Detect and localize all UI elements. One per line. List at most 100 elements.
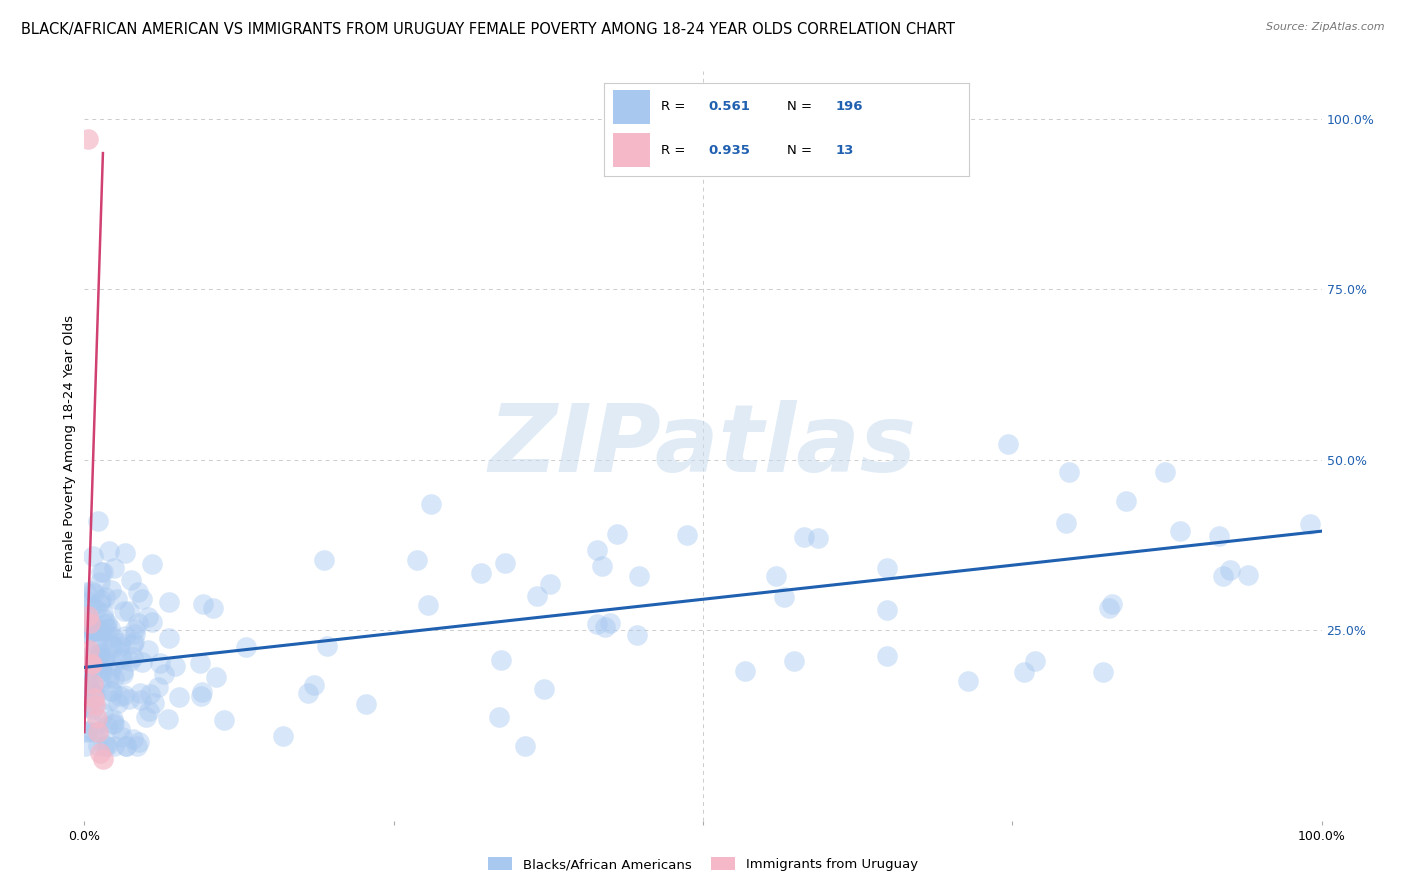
Point <box>82 677 104 691</box>
Point <box>94 651 117 665</box>
Text: BLACK/AFRICAN AMERICAN VS IMMIGRANTS FROM URUGUAY FEMALE POVERTY AMONG 18-24 YEA: BLACK/AFRICAN AMERICAN VS IMMIGRANTS FRO… <box>21 22 955 37</box>
Point <box>153 666 176 681</box>
Point <box>83 623 105 637</box>
Point <box>114 546 136 560</box>
Point <box>89 646 111 660</box>
Point <box>100 583 122 598</box>
Point <box>138 704 160 718</box>
Point <box>157 712 180 726</box>
Point <box>103 739 125 753</box>
Point <box>1219 563 1241 577</box>
Point <box>89 623 111 637</box>
Point <box>312 552 335 566</box>
Point <box>87 725 110 739</box>
Point <box>101 631 124 645</box>
Point <box>90 593 112 607</box>
Point <box>118 604 141 618</box>
Point <box>111 652 134 666</box>
Point <box>488 710 510 724</box>
Point <box>79 616 101 631</box>
Point <box>1012 665 1035 679</box>
Point <box>75 585 97 599</box>
Point <box>75 606 97 620</box>
Point <box>80 657 103 671</box>
Point <box>734 664 756 678</box>
Point <box>83 725 105 739</box>
Point <box>105 591 128 606</box>
Point <box>112 604 135 618</box>
Point <box>356 698 378 712</box>
Point <box>167 690 190 705</box>
Point <box>405 553 427 567</box>
Point <box>127 739 149 753</box>
Point <box>90 646 112 660</box>
Point <box>75 739 97 753</box>
Point <box>75 701 97 715</box>
Point <box>157 631 180 645</box>
Point <box>86 711 108 725</box>
Point <box>79 657 101 671</box>
Point <box>98 671 121 685</box>
Point <box>90 566 112 580</box>
Point <box>112 688 135 702</box>
Point <box>76 723 98 738</box>
Text: ZIPatlas: ZIPatlas <box>489 400 917 492</box>
Point <box>997 437 1019 451</box>
Point <box>103 717 125 731</box>
Point <box>1298 516 1320 531</box>
Point <box>103 671 125 685</box>
Point <box>118 692 141 706</box>
Point <box>101 684 124 698</box>
Point <box>80 599 103 614</box>
Point <box>1208 529 1230 543</box>
Point <box>80 685 103 699</box>
Point <box>214 713 236 727</box>
Point <box>94 625 117 640</box>
Point <box>98 544 121 558</box>
Point <box>110 639 132 653</box>
Point <box>115 739 138 753</box>
Point <box>793 529 815 543</box>
Point <box>599 615 621 630</box>
Point <box>90 674 112 689</box>
Point <box>112 665 135 679</box>
Point <box>190 684 212 698</box>
Point <box>103 716 125 731</box>
Point <box>84 601 107 615</box>
Point <box>101 658 124 673</box>
Point <box>121 731 143 746</box>
Point <box>93 612 115 626</box>
Point <box>91 656 114 670</box>
Point <box>75 615 97 630</box>
Point <box>626 628 648 642</box>
Point <box>122 650 145 665</box>
Point <box>1054 516 1077 530</box>
Point <box>111 666 134 681</box>
Point <box>606 527 628 541</box>
Point <box>77 699 100 714</box>
Point <box>127 585 149 599</box>
Point <box>513 739 536 753</box>
Point <box>98 692 121 706</box>
Point <box>79 679 101 693</box>
Point <box>1168 524 1191 539</box>
Point <box>131 592 153 607</box>
Point <box>165 659 187 673</box>
Point <box>82 702 104 716</box>
Point <box>101 712 124 726</box>
Point <box>90 665 112 680</box>
Point <box>76 627 98 641</box>
Point <box>135 710 157 724</box>
Point <box>79 643 101 657</box>
Point <box>127 616 149 631</box>
Point <box>122 637 145 651</box>
Point <box>773 590 796 604</box>
Y-axis label: Female Poverty Among 18-24 Year Olds: Female Poverty Among 18-24 Year Olds <box>63 315 76 577</box>
Text: Source: ZipAtlas.com: Source: ZipAtlas.com <box>1267 22 1385 32</box>
Point <box>1115 493 1137 508</box>
Point <box>110 650 132 665</box>
Point <box>96 719 118 733</box>
Point <box>591 558 613 573</box>
Point <box>103 561 125 575</box>
Point <box>538 576 561 591</box>
